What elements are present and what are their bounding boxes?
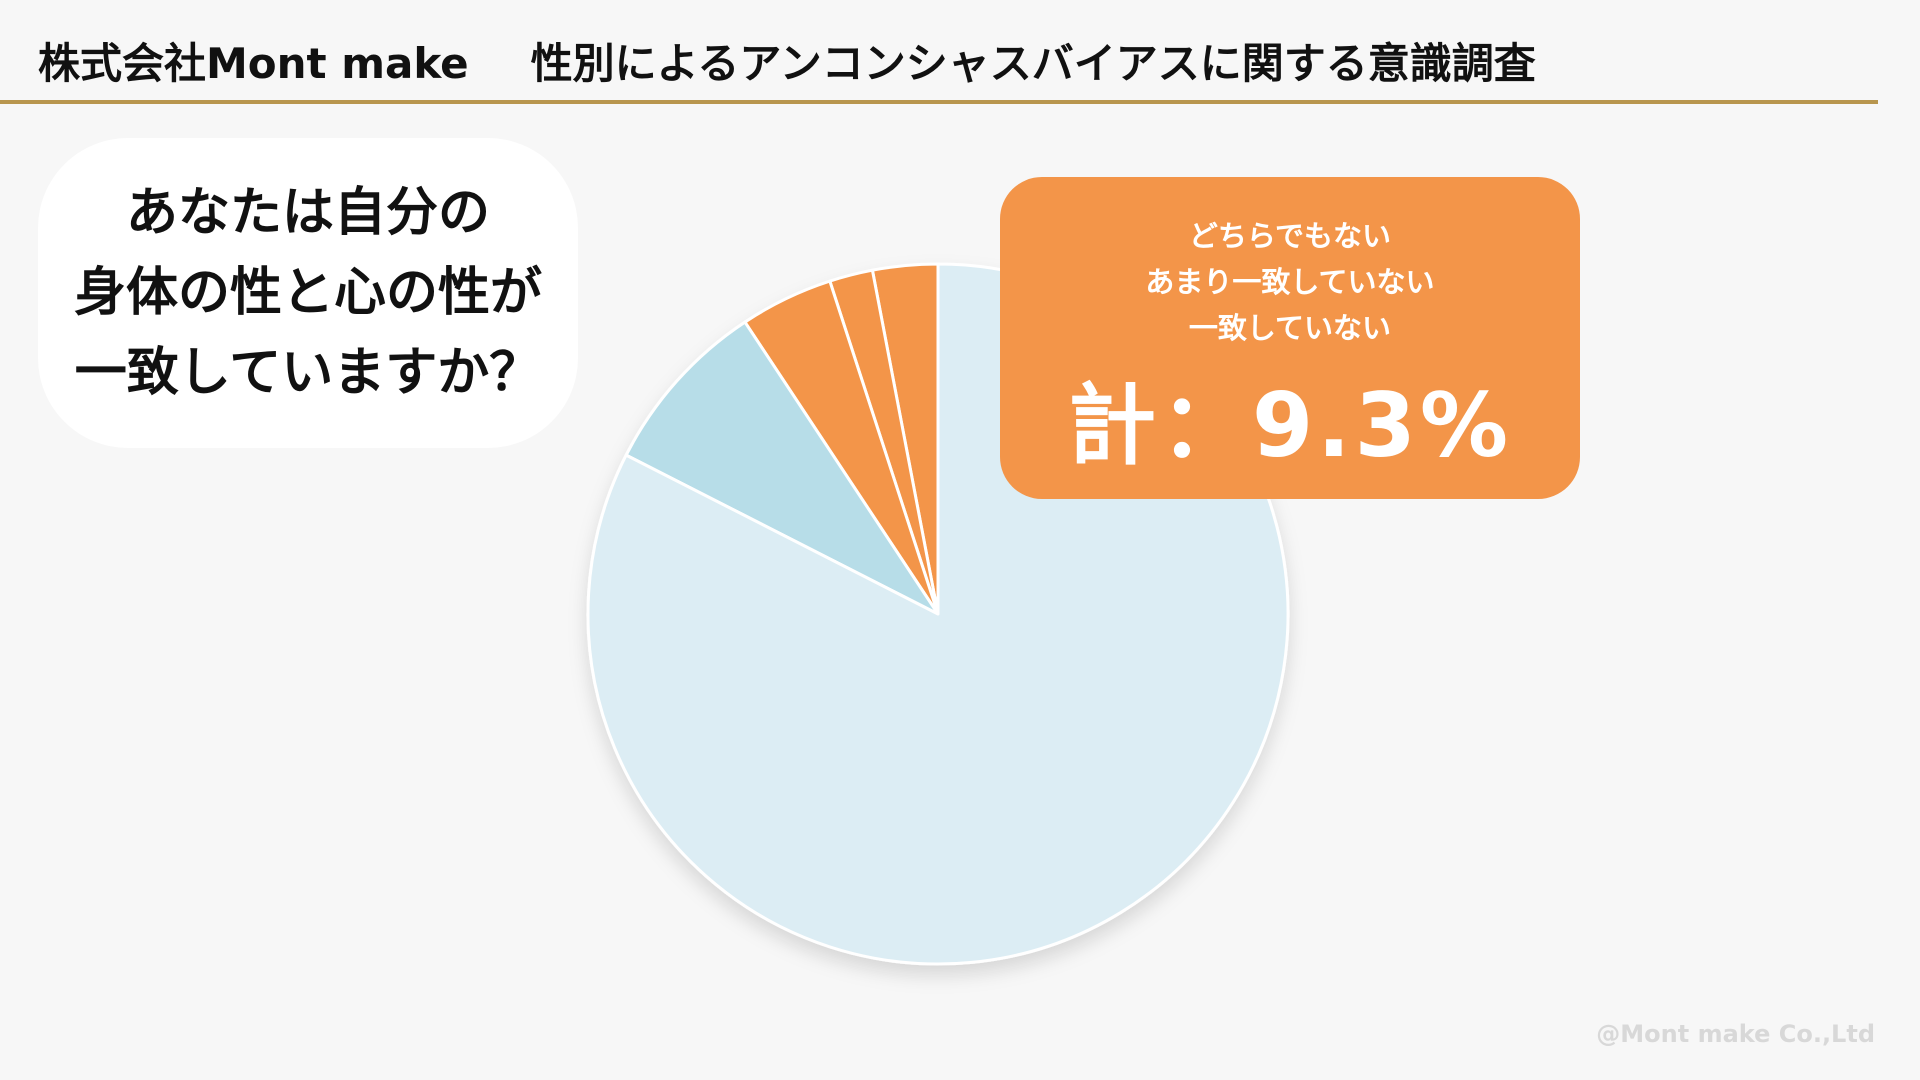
survey-title: 性別によるアンコンシャスバイアスに関する意識調査 [530,39,1536,88]
company-name: 株式会社Mont make [38,39,469,88]
header-bar: 株式会社Mont make 性別によるアンコンシャスバイアスに関する意識調査 [0,0,1878,104]
header-title: 株式会社Mont make 性別によるアンコンシャスバイアスに関する意識調査 [38,30,1536,91]
callout-category-labels: どちらでもない あまり一致していない 一致していない [1145,219,1435,345]
pie-slice-4 [624,320,940,616]
callout-total: 計：9.3% [1067,374,1513,477]
question-text: あなたは自分の 身体の性と心の性が 一致していますか？ [73,183,542,403]
summary-callout: どちらでもない あまり一致していない 一致していない 計：9.3% [1000,177,1580,499]
question-bubble: あなたは自分の 身体の性と心の性が 一致していますか？ [38,138,578,448]
copyright-text: @Mont make Co.,Ltd [1596,1020,1875,1048]
